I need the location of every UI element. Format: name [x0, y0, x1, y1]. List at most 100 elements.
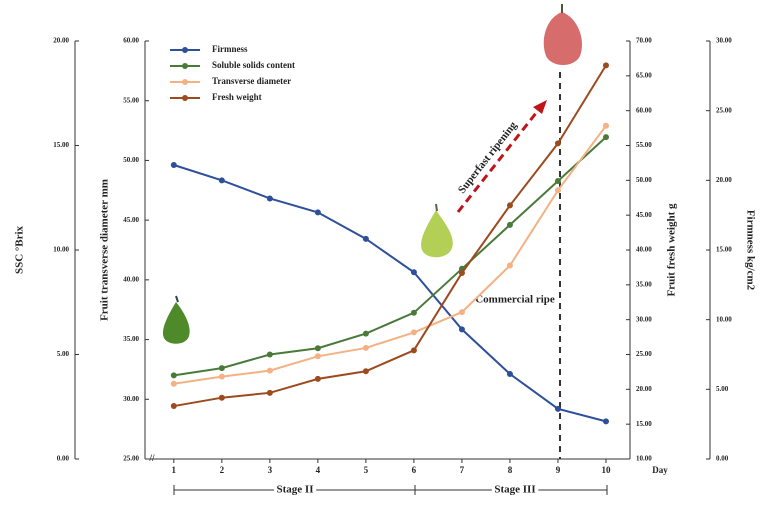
data-point: [219, 365, 225, 371]
series-line: [174, 65, 606, 406]
y-axis-label: Fruit fresh weight g: [666, 203, 678, 296]
x-tick-label: 7: [460, 465, 465, 475]
data-point: [603, 62, 609, 68]
y-tick-label: 10.00: [53, 246, 69, 254]
data-point: [507, 202, 513, 208]
data-point: [459, 309, 465, 315]
data-point: [315, 209, 321, 215]
y-tick-label: 30.00: [123, 395, 139, 403]
data-point: [411, 310, 417, 316]
x-tick-label: 2: [220, 465, 225, 475]
x-tick-label: 10: [601, 465, 611, 475]
y-tick-label: 0.00: [57, 455, 70, 463]
data-point: [507, 263, 513, 269]
legend-label: Soluble solids content: [212, 60, 295, 70]
data-point: [507, 222, 513, 228]
y-tick-label: 55.00: [636, 141, 652, 149]
data-point: [459, 270, 465, 276]
data-point: [267, 390, 273, 396]
data-point: [411, 269, 417, 275]
y-tick-label: 60.00: [636, 106, 652, 114]
legend-label: Firmness: [212, 44, 248, 54]
chart: Superfast ripening Commercial ripe Stage…: [0, 0, 772, 501]
arrow-head: [533, 100, 547, 114]
data-point: [603, 418, 609, 424]
data-point: [171, 381, 177, 387]
x-tick-label: 6: [412, 465, 417, 475]
legend-marker: [182, 95, 188, 101]
x-tick-label: 4: [316, 465, 321, 475]
data-point: [315, 345, 321, 351]
data-point: [363, 236, 369, 242]
y-axis-label: Firmness kg/cm2: [744, 210, 756, 291]
fig-icon-green: [421, 204, 453, 257]
x-tick-label: 1: [172, 465, 177, 475]
y-tick-label: 55.00: [123, 96, 139, 104]
ripening-arrow: [458, 108, 540, 212]
data-point: [363, 345, 369, 351]
stage-label: Stage II: [277, 484, 314, 496]
data-point: [315, 376, 321, 382]
data-point: [363, 368, 369, 374]
y-tick-label: 45.00: [123, 216, 139, 224]
y-tick-label: 30.00: [636, 315, 652, 323]
data-point: [219, 177, 225, 183]
y-tick-label: 25.00: [636, 350, 652, 358]
y-tick-label: 40.00: [636, 246, 652, 254]
y-tick-label: 60.00: [123, 37, 139, 45]
y-tick-label: 50.00: [123, 156, 139, 164]
y-tick-label: 20.00: [53, 37, 69, 45]
y-tick-label: 0.00: [716, 455, 729, 463]
data-point: [555, 178, 561, 184]
y-tick-label: 65.00: [636, 71, 652, 79]
y-tick-label: 30.00: [716, 37, 732, 45]
legend-label: Fresh weight: [212, 92, 262, 102]
legend-marker: [182, 63, 188, 69]
page: Superfast ripening Commercial ripe Stage…: [0, 0, 772, 506]
data-point: [411, 329, 417, 335]
data-point: [267, 352, 273, 358]
data-point: [363, 331, 369, 337]
data-point: [507, 371, 513, 377]
legend-marker: [182, 79, 188, 85]
y-tick-label: 20.00: [636, 385, 652, 393]
x-tick-label: 9: [556, 465, 561, 475]
y-tick-label: 70.00: [636, 37, 652, 45]
axis-break: //: [148, 453, 155, 463]
data-point: [555, 406, 561, 412]
data-point: [267, 368, 273, 374]
y-tick-label: 35.00: [123, 335, 139, 343]
y-tick-label: 5.00: [57, 350, 70, 358]
x-tick-label: 5: [364, 465, 369, 475]
y-tick-label: 50.00: [636, 176, 652, 184]
x-tick-label: 8: [508, 465, 513, 475]
data-point: [411, 347, 417, 353]
y-tick-label: 45.00: [636, 211, 652, 219]
data-point: [171, 162, 177, 168]
data-point: [555, 187, 561, 193]
y-tick-label: 15.00: [716, 246, 732, 254]
x-axis-label: Day: [652, 465, 668, 475]
data-point: [555, 140, 561, 146]
annotation: Superfast ripening: [456, 119, 520, 196]
data-point: [219, 395, 225, 401]
data-point: [219, 374, 225, 380]
y-tick-label: 25.00: [123, 455, 139, 463]
y-tick-label: 5.00: [716, 385, 729, 393]
data-point: [171, 372, 177, 378]
y-tick-label: 10.00: [716, 315, 732, 323]
y-tick-label: 35.00: [636, 280, 652, 288]
y-axis-label: SSC °Brix: [14, 225, 26, 274]
annotation: Commercial ripe: [475, 294, 555, 306]
data-point: [315, 353, 321, 359]
data-point: [459, 326, 465, 332]
y-tick-label: 15.00: [53, 141, 69, 149]
y-tick-label: 15.00: [636, 420, 652, 428]
fig-icon-unripe: [163, 296, 190, 344]
fig-icon-ripe: [544, 4, 582, 65]
data-point: [603, 134, 609, 140]
y-tick-label: 20.00: [716, 176, 732, 184]
y-tick-label: 10.00: [636, 455, 652, 463]
data-point: [171, 403, 177, 409]
data-point: [603, 123, 609, 129]
